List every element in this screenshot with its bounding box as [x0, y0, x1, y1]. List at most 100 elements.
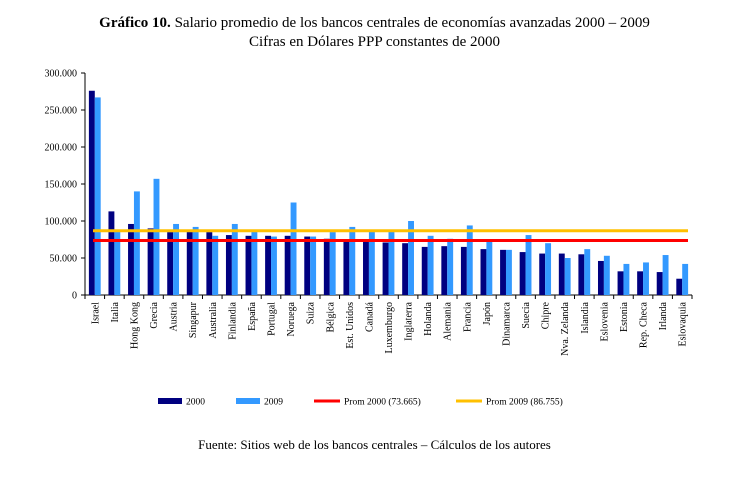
bar-2009 [545, 243, 552, 295]
legend-label-2009: 2009 [264, 398, 283, 408]
x-category-label: Austria [169, 301, 180, 331]
bar-2000 [539, 253, 546, 295]
y-tick-label: 50.000 [50, 254, 78, 265]
legend-label-avg2009: Prom 2009 (86.755) [486, 397, 563, 408]
bar-2009 [329, 232, 336, 295]
legend-swatch-2000 [158, 398, 182, 404]
bar-2009 [349, 226, 356, 295]
bar-2000 [186, 230, 193, 295]
y-tick-label: 300.000 [45, 69, 78, 80]
bar-2000 [421, 246, 428, 295]
y-tick-label: 100.000 [45, 217, 78, 228]
bar-2000 [284, 235, 291, 295]
x-category-label: Eslovenia [599, 301, 610, 341]
x-category-label: Rep. Checa [639, 301, 650, 348]
bar-2009 [525, 235, 532, 295]
bar-2000 [558, 253, 565, 295]
x-category-label: Alemania [443, 301, 454, 340]
bar-2000 [147, 228, 154, 295]
x-category-label: Estonia [619, 301, 630, 332]
bar-2000 [656, 272, 663, 295]
bar-2009 [408, 221, 414, 295]
x-category-label: Bélgica [325, 301, 336, 332]
x-category-label: Australia [208, 301, 219, 338]
x-category-label: Suiza [306, 301, 317, 324]
bar-2009 [114, 230, 121, 295]
x-category-label: Chipre [541, 301, 552, 329]
source-note: Fuente: Sitios web de los bancos central… [198, 437, 551, 452]
y-tick-label: 200.000 [45, 143, 78, 154]
x-category-label: Islandia [580, 301, 591, 333]
bar-2009 [603, 255, 610, 295]
chart-subtitle: Cifras en Dólares PPP constantes de 2000 [248, 34, 501, 50]
y-tick-label: 0 [72, 291, 77, 302]
legend-label-2000: 2000 [186, 398, 205, 408]
bar-2000 [225, 235, 232, 295]
bar-2009 [623, 263, 630, 295]
bar-2009 [251, 231, 258, 295]
x-category-label: Japón [482, 302, 493, 325]
bar-2000 [167, 232, 174, 295]
bar-2000 [500, 249, 506, 295]
x-category-label: Luxemburgo [384, 302, 395, 353]
bar-2000 [441, 246, 448, 295]
bar-2000 [108, 211, 115, 295]
x-category-label: Inglaterra [404, 301, 415, 340]
bar-2009 [94, 97, 101, 295]
x-category-label: Holanda [423, 301, 434, 335]
x-category-label: España [247, 301, 258, 330]
legend-label-avg2000: Prom 2000 (73.665) [344, 397, 421, 408]
x-category-label: Singapur [188, 301, 199, 338]
bar-2009 [133, 191, 140, 295]
bar-2000 [206, 232, 213, 295]
y-tick-label: 150.000 [45, 180, 78, 191]
bar-2009 [564, 258, 571, 295]
y-tick-label: 250.000 [45, 106, 78, 117]
bar-2000 [343, 241, 350, 295]
bar-2009 [584, 249, 591, 295]
bar-2000 [597, 260, 604, 295]
bar-2009 [310, 236, 317, 295]
bar-2000 [519, 252, 526, 295]
bar-2000 [88, 90, 95, 295]
x-category-label: Dinamarca [501, 301, 512, 345]
x-category-label: Suecia [521, 301, 532, 328]
x-category-label: Canadá [364, 301, 375, 332]
bar-2000 [265, 235, 272, 295]
bar-2000 [245, 235, 252, 295]
bar-2009 [271, 236, 277, 295]
bar-2000 [480, 249, 487, 295]
bar-2009 [486, 241, 493, 295]
bar-2000 [637, 271, 644, 295]
bar-2009 [466, 225, 473, 295]
bar-2000 [128, 223, 134, 295]
x-category-label: Grecia [149, 301, 160, 328]
bar-2009 [173, 223, 180, 295]
bar-2009 [427, 235, 434, 295]
bar-2009 [212, 235, 219, 295]
x-category-label: Eslovaquia [678, 301, 689, 346]
chart-title: Gráfico 10. Salario promedio de los banc… [0, 14, 749, 52]
bar-2000 [578, 254, 585, 295]
x-category-label: Hong Kong [129, 302, 140, 349]
bar-2000 [402, 243, 409, 295]
chart-title-text: Salario promedio de los bancos centrales… [174, 15, 650, 31]
x-category-label: Est. Unidos [345, 302, 356, 349]
bar-2000 [382, 242, 389, 295]
x-category-label: Irlanda [658, 301, 669, 330]
bar-2000 [460, 246, 467, 295]
x-category-label: Nva. Zelanda [560, 301, 571, 355]
bar-2000 [363, 241, 369, 295]
bar-2009 [505, 249, 512, 295]
x-category-label: Israel [90, 302, 101, 324]
x-category-label: Portugal [267, 302, 278, 336]
bar-2009 [643, 262, 649, 295]
bar-2009 [368, 231, 375, 295]
bar-2009 [290, 202, 297, 295]
bar-2009 [192, 226, 199, 295]
bar-2000 [304, 236, 311, 295]
x-category-label: Finlandia [227, 301, 238, 339]
bar-2009 [231, 223, 238, 295]
bar-2009 [662, 255, 669, 295]
